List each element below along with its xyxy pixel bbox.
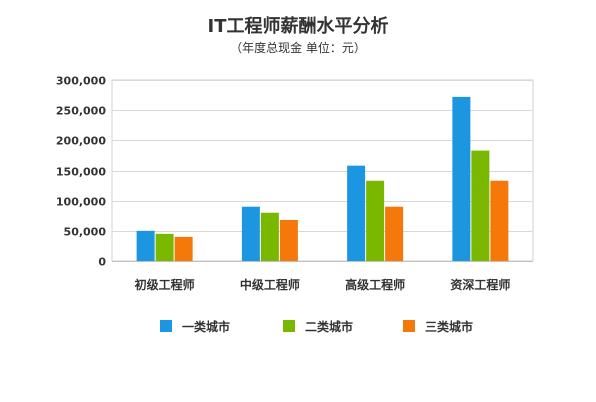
bar — [347, 165, 366, 261]
legend-label[interactable]: 三类城市 — [425, 319, 473, 334]
bar — [366, 180, 385, 261]
bar — [174, 236, 193, 261]
chart-subtitle: （年度总现金 单位：元） — [230, 41, 366, 55]
y-tick-label: 150,000 — [56, 166, 106, 179]
bar — [490, 180, 509, 261]
bar — [279, 219, 298, 261]
bar — [452, 96, 471, 261]
bar — [241, 206, 260, 261]
x-tick-label: 高级工程师 — [345, 277, 405, 292]
x-tick-label: 资深工程师 — [450, 277, 510, 292]
y-tick-label: 200,000 — [56, 135, 106, 148]
legend-label[interactable]: 一类城市 — [182, 319, 230, 334]
bar — [136, 230, 155, 261]
bar — [385, 206, 404, 261]
bar — [260, 212, 279, 261]
legend-swatch[interactable] — [283, 320, 295, 332]
x-tick-label: 中级工程师 — [240, 277, 300, 292]
x-tick-label: 初级工程师 — [135, 277, 195, 292]
y-tick-label: 100,000 — [56, 196, 106, 209]
y-tick-label: 300,000 — [56, 75, 106, 88]
chart-title: IT工程师薪酬水平分析 — [207, 16, 389, 37]
legend-swatch[interactable] — [403, 320, 415, 332]
bar — [471, 150, 490, 261]
y-tick-label: 250,000 — [56, 105, 106, 118]
bar — [155, 233, 174, 261]
legend-label[interactable]: 二类城市 — [305, 319, 353, 334]
y-tick-label: 50,000 — [64, 226, 107, 239]
y-tick-label: 0 — [98, 256, 106, 269]
legend-swatch[interactable] — [160, 320, 172, 332]
